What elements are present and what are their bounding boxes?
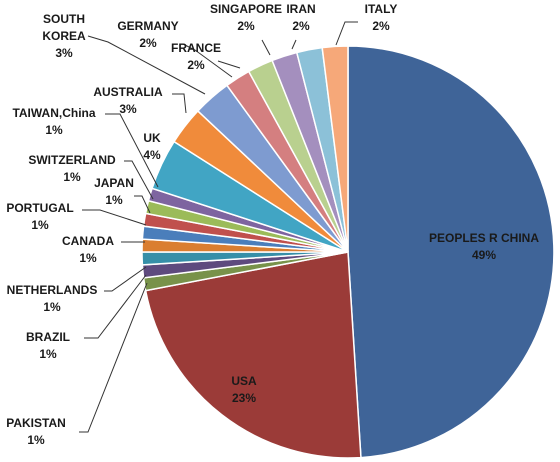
label-australia: AUSTRALIA xyxy=(93,85,163,99)
slice-labels: PEOPLES R CHINA 49% USA 23% PAKISTAN 1% BRAZIL… xyxy=(6,2,539,447)
leader-japan xyxy=(134,195,151,214)
label-netherlands: NETHERLANDS xyxy=(7,283,98,297)
label-south-korea-part2: KOREA xyxy=(42,29,86,43)
leader-australia xyxy=(172,93,187,114)
label-canada: CANADA xyxy=(62,234,114,248)
pct-brazil: 1% xyxy=(39,347,57,361)
leader-taiwan-china xyxy=(105,113,159,188)
pct-iran: 2% xyxy=(292,19,310,33)
label-uk: UK xyxy=(143,131,161,145)
pct-uk: 4% xyxy=(143,148,161,162)
pct-south-korea: 3% xyxy=(55,46,73,60)
label-germany: GERMANY xyxy=(117,19,178,33)
pct-peoples-r-china: 49% xyxy=(472,248,496,262)
pct-australia: 3% xyxy=(119,102,137,116)
label-japan: JAPAN xyxy=(94,176,134,190)
leader-lines xyxy=(79,21,358,433)
label-pakistan: PAKISTAN xyxy=(6,416,66,430)
label-france: FRANCE xyxy=(171,41,221,55)
slice-usa xyxy=(144,251,362,459)
leader-germany xyxy=(184,44,233,78)
leader-netherlands xyxy=(104,266,147,292)
label-taiwan-china: TAIWAN,China xyxy=(12,106,95,120)
leader-switzerland xyxy=(124,160,154,200)
leader-portugal xyxy=(82,209,147,226)
pct-taiwan-china: 1% xyxy=(45,123,63,137)
leader-singapore xyxy=(261,39,271,56)
pct-japan: 1% xyxy=(105,193,123,207)
leader-france xyxy=(217,60,241,69)
slice-peoples-r-china xyxy=(347,45,555,459)
pct-germany: 2% xyxy=(139,36,157,50)
label-iran: IRAN xyxy=(286,2,315,16)
pct-portugal: 1% xyxy=(31,218,49,232)
pct-italy: 2% xyxy=(372,19,390,33)
label-singapore: SINGAPORE xyxy=(210,2,282,16)
pct-france: 2% xyxy=(187,58,205,72)
pct-pakistan: 1% xyxy=(27,433,45,447)
pct-singapore: 2% xyxy=(237,19,255,33)
label-south-korea-part1: SOUTH xyxy=(43,12,85,26)
pie-slices xyxy=(141,45,555,459)
pct-netherlands: 1% xyxy=(43,300,61,314)
leader-italy xyxy=(335,21,358,46)
leader-south-korea xyxy=(87,35,206,95)
slice-italy xyxy=(321,45,349,253)
label-peoples-r-china: PEOPLES R CHINA xyxy=(429,231,539,245)
label-portugal: PORTUGAL xyxy=(6,201,73,215)
label-italy: ITALY xyxy=(365,2,398,16)
leader-iran xyxy=(291,39,297,50)
pct-canada: 1% xyxy=(79,251,97,265)
pct-switzerland: 1% xyxy=(63,170,81,184)
label-brazil: BRAZIL xyxy=(26,330,70,344)
label-usa: USA xyxy=(231,374,257,388)
leader-pakistan xyxy=(79,282,148,433)
pct-usa: 23% xyxy=(232,391,256,405)
label-switzerland: SWITZERLAND xyxy=(28,153,116,167)
leader-brazil xyxy=(84,274,147,339)
